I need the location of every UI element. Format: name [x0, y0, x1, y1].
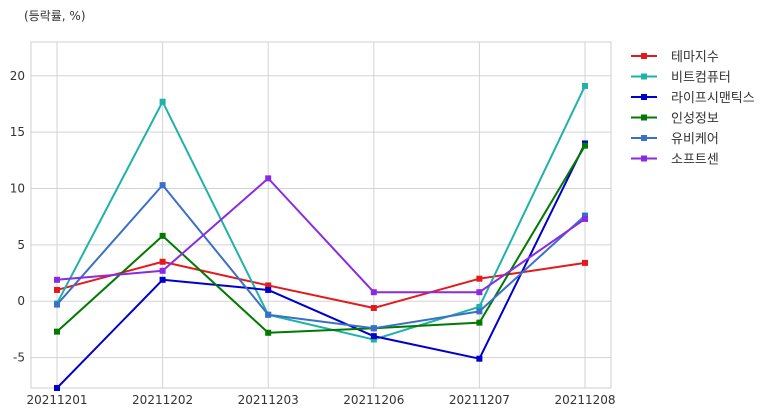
data-point: [370, 333, 377, 340]
legend-label: 테마지수: [671, 50, 719, 65]
data-point: [54, 286, 60, 293]
legend-marker: [641, 73, 647, 80]
data-point: [370, 304, 377, 311]
series: [54, 175, 588, 296]
y-tick-label: -5: [13, 351, 25, 365]
data-point: [159, 258, 166, 265]
data-point: [265, 286, 272, 293]
series-line: [56, 145, 586, 334]
x-tick-label: 20211203: [238, 393, 299, 407]
data-point: [476, 289, 483, 296]
data-point: [476, 275, 483, 282]
data-point: [265, 282, 272, 289]
legend-label: 라이프시맨틱스: [671, 91, 755, 106]
series: [54, 142, 588, 336]
data-point: [265, 175, 272, 182]
data-point: [476, 308, 483, 315]
legend-marker: [641, 135, 647, 141]
legend-label: 비트컴퓨터: [671, 71, 731, 86]
legend-item: 라이프시맨틱스: [631, 91, 755, 106]
legend-marker: [641, 94, 647, 100]
data-point: [370, 325, 377, 332]
data-point: [582, 215, 588, 222]
y-tick-label: 0: [17, 294, 25, 308]
data-point: [159, 276, 166, 283]
series-group: [54, 82, 588, 391]
x-axis: 20211201 20211202 20211203 20211206 20211207…: [26, 393, 615, 407]
legend-item: 소프트센: [631, 153, 719, 168]
y-tick-label: 20: [10, 69, 25, 83]
data-point: [265, 311, 272, 318]
y-axis: -5 0 5 10 15 20: [10, 69, 25, 365]
data-point: [582, 259, 588, 266]
data-point: [582, 82, 588, 89]
y-tick-label: 15: [10, 125, 25, 139]
legend-marker: [641, 114, 647, 121]
data-point: [159, 98, 166, 105]
data-point: [159, 182, 166, 189]
legend-marker: [641, 155, 647, 162]
x-tick-label: 20211208: [554, 393, 615, 407]
data-point: [159, 267, 166, 274]
data-point: [54, 276, 60, 283]
x-tick-label: 20211206: [343, 393, 404, 407]
data-point: [370, 289, 377, 296]
series: [54, 182, 588, 332]
y-tick-label: 5: [17, 238, 25, 252]
legend-label: 인성정보: [671, 112, 719, 127]
series-line: [56, 177, 586, 294]
series-line: [56, 85, 586, 341]
data-point: [476, 319, 483, 326]
plot-frame: [30, 41, 612, 389]
data-point: [476, 355, 483, 362]
data-point: [54, 328, 60, 335]
legend-item: 인성정보: [631, 112, 719, 127]
x-tick-label: 20211202: [132, 393, 193, 407]
series: [54, 82, 588, 343]
legend-item: 비트컴퓨터: [631, 71, 731, 86]
data-point: [370, 336, 377, 343]
legend-label: 유비케어: [671, 132, 719, 147]
data-point: [159, 232, 166, 239]
x-tick-label: 20211207: [449, 393, 510, 407]
data-point: [582, 212, 588, 219]
legend-marker: [641, 53, 647, 59]
series: [54, 258, 588, 311]
data-point: [582, 142, 588, 149]
series-line: [56, 184, 586, 330]
series-line: [56, 260, 586, 309]
unit-label: (등락률, %): [24, 9, 86, 23]
data-point: [476, 303, 483, 310]
y-tick-label: 10: [10, 182, 25, 196]
data-point: [265, 329, 272, 336]
series-line: [56, 142, 586, 389]
legend-item: 유비케어: [631, 132, 719, 147]
legend-label: 소프트센: [671, 153, 719, 168]
data-point: [54, 301, 60, 308]
x-tick-label: 20211201: [26, 393, 87, 407]
legend-item: 테마지수: [631, 50, 719, 65]
series: [54, 140, 588, 391]
data-point: [54, 385, 60, 391]
